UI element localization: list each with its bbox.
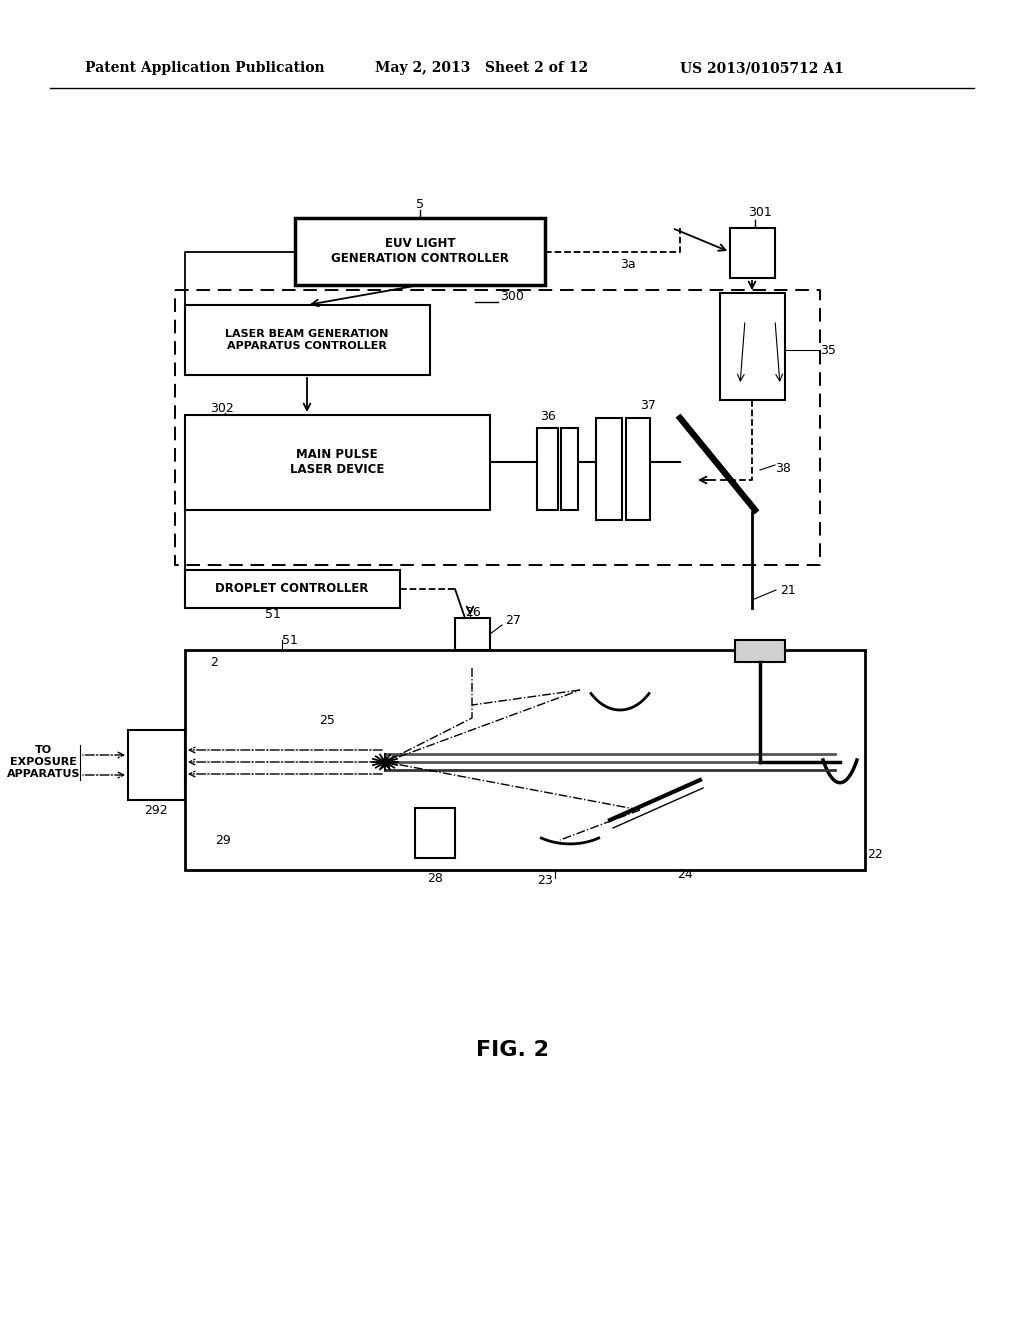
Bar [185,414,490,510]
Text: EUV LIGHT
GENERATION CONTROLLER: EUV LIGHT GENERATION CONTROLLER [331,238,509,265]
Bar [415,808,455,858]
Text: 301: 301 [749,206,772,219]
Text: TO
EXPOSURE
APPARATUS: TO EXPOSURE APPARATUS [6,746,80,779]
Text: 25: 25 [319,714,335,726]
Bar [185,305,430,375]
Text: 27: 27 [505,614,521,627]
Bar [626,418,650,520]
Bar [455,618,490,649]
Text: 51: 51 [282,634,298,647]
Text: LASER BEAM GENERATION
APPARATUS CONTROLLER: LASER BEAM GENERATION APPARATUS CONTROLL… [225,329,389,351]
Text: 37: 37 [640,399,656,412]
Bar [185,649,865,870]
Bar [295,218,545,285]
Text: 23: 23 [538,874,553,887]
Text: MAIN PULSE
LASER DEVICE: MAIN PULSE LASER DEVICE [290,447,384,477]
Text: 3a: 3a [620,259,636,272]
Bar [596,418,622,520]
Bar [730,228,775,279]
Text: US 2013/0105712 A1: US 2013/0105712 A1 [680,61,844,75]
Text: 300: 300 [500,289,524,302]
Bar [128,730,185,800]
Text: 26: 26 [465,606,480,619]
Text: 35: 35 [820,343,836,356]
Text: 28: 28 [427,871,443,884]
Bar [561,428,578,510]
Text: 51: 51 [265,607,281,620]
Text: 302: 302 [210,401,233,414]
Text: 5: 5 [416,198,424,210]
Text: 24: 24 [677,869,693,882]
Bar [185,570,400,609]
Bar [720,293,785,400]
Text: 292: 292 [144,804,168,817]
Text: May 2, 2013   Sheet 2 of 12: May 2, 2013 Sheet 2 of 12 [375,61,588,75]
Bar [537,428,558,510]
Text: DROPLET CONTROLLER: DROPLET CONTROLLER [215,582,369,595]
Text: Patent Application Publication: Patent Application Publication [85,61,325,75]
Bar [735,640,785,663]
Text: 21: 21 [780,583,796,597]
Text: 2: 2 [210,656,218,669]
Text: FIG. 2: FIG. 2 [475,1040,549,1060]
Text: 29: 29 [215,833,230,846]
Text: 22: 22 [867,849,883,862]
Text: 36: 36 [540,411,556,422]
Text: 38: 38 [775,462,791,474]
